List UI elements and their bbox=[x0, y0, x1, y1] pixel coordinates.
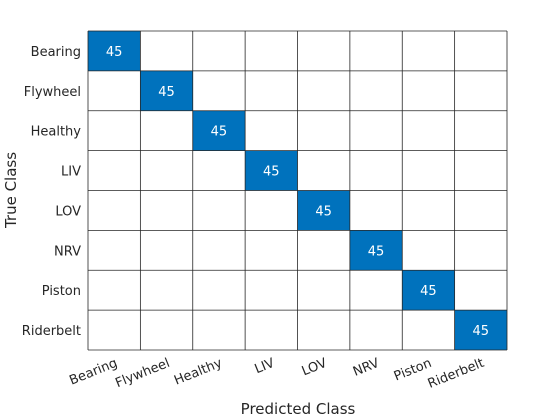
matrix-cell-3-0 bbox=[88, 150, 141, 191]
matrix-cell-6-0 bbox=[88, 270, 141, 311]
matrix-cell-7-1 bbox=[140, 310, 193, 350]
cell-value-6-6: 45 bbox=[420, 284, 437, 299]
x-tick-label: LIV bbox=[253, 356, 277, 377]
matrix-cell-1-7 bbox=[454, 70, 507, 111]
matrix-cell-4-6 bbox=[402, 190, 455, 231]
x-tick-label: Healthy bbox=[172, 356, 225, 389]
x-tick-label: Bearing bbox=[67, 356, 119, 389]
matrix-cell-4-7 bbox=[454, 190, 507, 231]
matrix-cell-6-1 bbox=[140, 270, 193, 311]
matrix-cell-5-4 bbox=[297, 230, 350, 271]
y-tick-label: LIV bbox=[61, 165, 81, 180]
matrix-cell-3-4 bbox=[297, 150, 350, 191]
y-tick-label: Riderbelt bbox=[22, 324, 81, 339]
matrix-cell-1-0 bbox=[88, 70, 141, 111]
matrix-cell-0-5 bbox=[349, 31, 403, 71]
matrix-cell-5-1 bbox=[140, 230, 193, 271]
matrix-cell-3-6 bbox=[402, 150, 455, 191]
matrix-cell-7-5 bbox=[349, 310, 403, 350]
matrix-cell-3-3 bbox=[245, 150, 298, 191]
y-tick-label: Piston bbox=[42, 284, 81, 299]
matrix-cell-2-5 bbox=[349, 110, 403, 151]
matrix-cell-1-4 bbox=[297, 70, 350, 111]
matrix-cell-4-0 bbox=[88, 190, 141, 231]
cell-value-7-7: 45 bbox=[473, 324, 490, 339]
matrix-cell-6-4 bbox=[297, 270, 350, 311]
matrix-cell-1-2 bbox=[192, 70, 246, 111]
x-tick-label: LOV bbox=[300, 356, 330, 380]
matrix-cell-5-0 bbox=[88, 230, 141, 271]
cell-value-2-2: 45 bbox=[211, 125, 228, 140]
x-tick-label: NRV bbox=[351, 356, 382, 380]
matrix-cell-6-7 bbox=[454, 270, 507, 311]
matrix-cell-7-0 bbox=[88, 310, 141, 350]
matrix-cell-2-3 bbox=[245, 110, 298, 151]
cell-value-1-1: 45 bbox=[158, 85, 175, 100]
matrix-cell-2-1 bbox=[140, 110, 193, 151]
matrix-cell-7-3 bbox=[245, 310, 298, 350]
matrix-cell-4-4 bbox=[297, 190, 350, 231]
grid-lines bbox=[87, 30, 508, 351]
matrix-cell-1-5 bbox=[349, 70, 403, 111]
matrix-cell-6-3 bbox=[245, 270, 298, 311]
matrix-cell-0-7 bbox=[454, 31, 507, 71]
cell-value-0-0: 45 bbox=[106, 45, 123, 60]
matrix-cell-6-2 bbox=[192, 270, 246, 311]
x-tick-label: Riderbelt bbox=[426, 356, 487, 392]
matrix-cell-0-1 bbox=[140, 31, 193, 71]
cell-value-5-5: 45 bbox=[368, 244, 385, 259]
matrix-cell-2-7 bbox=[454, 110, 507, 151]
cell-value-4-4: 45 bbox=[315, 204, 332, 219]
matrix-cell-1-6 bbox=[402, 70, 455, 111]
matrix-cell-0-6 bbox=[402, 31, 455, 71]
matrix-cell-5-2 bbox=[192, 230, 246, 271]
cell-value-3-3: 45 bbox=[263, 165, 280, 180]
matrix-cell-5-7 bbox=[454, 230, 507, 271]
matrix-cell-7-2 bbox=[192, 310, 246, 350]
matrix-cell-3-1 bbox=[140, 150, 193, 191]
matrix-cell-0-0 bbox=[88, 31, 141, 71]
matrix-cell-5-6 bbox=[402, 230, 455, 271]
matrix-cell-2-6 bbox=[402, 110, 455, 151]
y-tick-labels: Bearing Flywheel Healthy LIV LOV NRV Piston Rid… bbox=[22, 45, 82, 339]
matrix-cell-4-3 bbox=[245, 190, 298, 231]
y-tick-label: Flywheel bbox=[24, 85, 81, 100]
matrix-cell-1-1 bbox=[140, 70, 193, 111]
matrix-cell-5-5 bbox=[349, 230, 403, 271]
matrix-cell-2-4 bbox=[297, 110, 350, 151]
x-tick-label: Flywheel bbox=[113, 356, 172, 391]
matrix-cell-2-2 bbox=[192, 110, 246, 151]
matrix-cell-2-0 bbox=[88, 110, 141, 151]
y-tick-label: Bearing bbox=[31, 45, 81, 60]
x-axis-title: Predicted Class bbox=[241, 400, 356, 418]
matrix-cell-1-3 bbox=[245, 70, 298, 111]
y-tick-label: NRV bbox=[54, 244, 81, 259]
matrix-cell-7-6 bbox=[402, 310, 455, 350]
matrix-cell-3-2 bbox=[192, 150, 246, 191]
matrix-cell-7-7 bbox=[454, 310, 507, 350]
matrix-cell-0-2 bbox=[192, 31, 246, 71]
matrix-cell-6-6 bbox=[402, 270, 455, 311]
matrix-cells: 45 45 45 45 45 45 45 45 bbox=[88, 31, 507, 350]
matrix-cell-5-3 bbox=[245, 230, 298, 271]
matrix-cell-6-5 bbox=[349, 270, 403, 311]
y-tick-label: Healthy bbox=[31, 125, 82, 140]
matrix-cell-0-3 bbox=[245, 31, 298, 71]
matrix-cell-3-7 bbox=[454, 150, 507, 191]
matrix-cell-0-4 bbox=[297, 31, 350, 71]
y-tick-label: LOV bbox=[55, 204, 81, 219]
matrix-cell-3-5 bbox=[349, 150, 403, 191]
matrix-cell-7-4 bbox=[297, 310, 350, 350]
y-axis-title: True Class bbox=[2, 152, 20, 229]
matrix-cell-4-1 bbox=[140, 190, 193, 231]
matrix-cell-4-2 bbox=[192, 190, 246, 231]
matrix-cell-4-5 bbox=[349, 190, 403, 231]
